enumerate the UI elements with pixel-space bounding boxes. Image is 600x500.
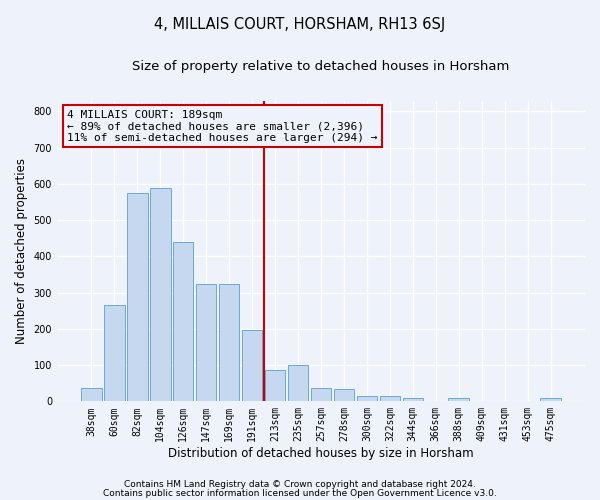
Bar — [127, 193, 148, 402]
Bar — [517, 400, 538, 402]
Bar — [196, 284, 217, 402]
Bar — [150, 188, 170, 402]
Bar — [425, 400, 446, 402]
Bar — [472, 400, 492, 402]
Bar — [104, 306, 125, 402]
Bar — [334, 390, 354, 402]
Text: 4, MILLAIS COURT, HORSHAM, RH13 6SJ: 4, MILLAIS COURT, HORSHAM, RH13 6SJ — [154, 18, 446, 32]
Bar — [242, 330, 262, 402]
Title: Size of property relative to detached houses in Horsham: Size of property relative to detached ho… — [132, 60, 509, 73]
Bar — [380, 396, 400, 402]
Bar — [356, 396, 377, 402]
Bar — [81, 388, 101, 402]
Bar — [541, 398, 561, 402]
Bar — [311, 388, 331, 402]
Text: 4 MILLAIS COURT: 189sqm
← 89% of detached houses are smaller (2,396)
11% of semi: 4 MILLAIS COURT: 189sqm ← 89% of detache… — [67, 110, 378, 143]
Text: Contains HM Land Registry data © Crown copyright and database right 2024.: Contains HM Land Registry data © Crown c… — [124, 480, 476, 489]
Bar — [173, 242, 193, 402]
Y-axis label: Number of detached properties: Number of detached properties — [15, 158, 28, 344]
Bar — [448, 398, 469, 402]
Bar — [219, 284, 239, 402]
Bar — [287, 365, 308, 402]
Bar — [403, 398, 423, 402]
Bar — [265, 370, 286, 402]
Text: Contains public sector information licensed under the Open Government Licence v3: Contains public sector information licen… — [103, 488, 497, 498]
X-axis label: Distribution of detached houses by size in Horsham: Distribution of detached houses by size … — [168, 447, 474, 460]
